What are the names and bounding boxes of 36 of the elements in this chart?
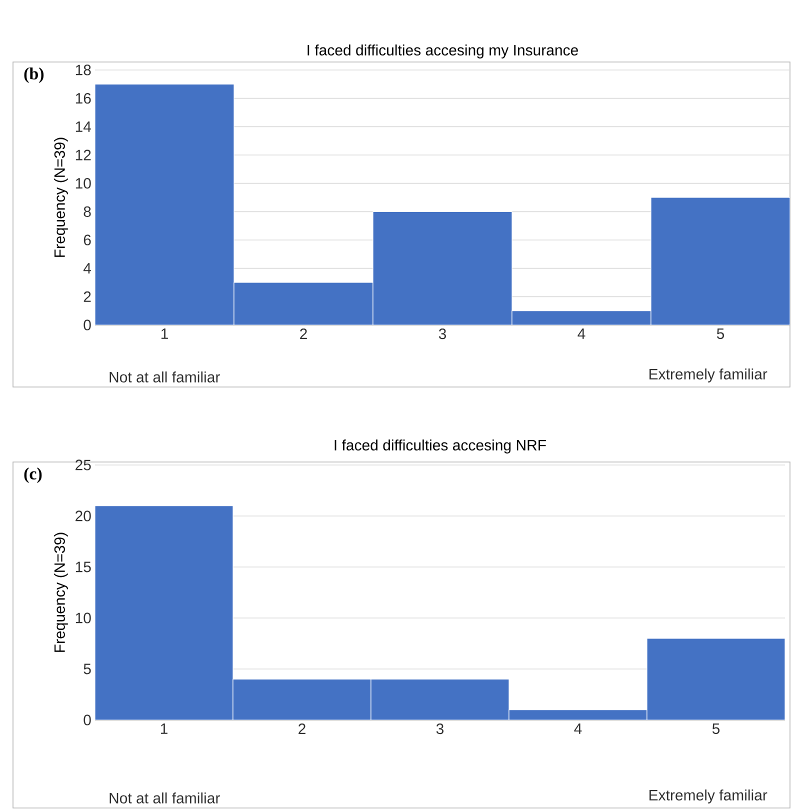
y-axis-title: Frequency (N=39) xyxy=(54,138,68,257)
y-tick-label: 5 xyxy=(84,664,91,674)
text: Not at all familiar xyxy=(110,792,220,804)
y-tick-label: 15 xyxy=(76,562,91,572)
chart-title: I faced difficulties accesing my Insurance xyxy=(308,44,578,58)
text: (b) xyxy=(24,68,44,83)
y-tick-label: 8 xyxy=(84,206,91,217)
x-tick-label: 5 xyxy=(716,328,724,339)
x-tick-label: 3 xyxy=(438,328,446,340)
chart-title: I faced difficulties accesing NRF xyxy=(334,439,546,454)
y-tick-label: 10 xyxy=(76,612,91,624)
x-tick-label: 3 xyxy=(436,724,444,734)
y-tick-label: 0 xyxy=(84,320,91,330)
y-tick-label: 2 xyxy=(84,291,91,302)
y-tick-label: 4 xyxy=(83,263,92,274)
x-tick-label: 4 xyxy=(578,328,586,339)
y-tick-label: 0 xyxy=(84,714,91,726)
y-tick-label: 25 xyxy=(76,460,91,470)
text: Extremely familiar xyxy=(650,368,768,382)
y-tick-label: 14 xyxy=(76,122,92,132)
y-tick-label: 10 xyxy=(76,178,91,189)
x-tick-label: 4 xyxy=(574,724,582,734)
text: (c) xyxy=(24,468,42,483)
y-tick-label: 12 xyxy=(76,150,91,160)
y-tick-label: 16 xyxy=(76,93,91,104)
x-tick-label: 2 xyxy=(300,328,307,339)
x-tick-label: 1 xyxy=(160,724,168,734)
y-tick-label: 6 xyxy=(84,234,91,246)
x-tick-label: 1 xyxy=(161,328,168,339)
y-tick-label: 20 xyxy=(76,510,91,522)
y-tick-label: 18 xyxy=(76,64,91,76)
text: Extremely familiar xyxy=(650,789,768,804)
y-axis-title: Frequency (N=39) xyxy=(54,532,68,652)
text: Not at all familiar xyxy=(110,371,220,382)
x-tick-label: 5 xyxy=(712,724,720,734)
x-tick-label: 2 xyxy=(298,724,306,734)
